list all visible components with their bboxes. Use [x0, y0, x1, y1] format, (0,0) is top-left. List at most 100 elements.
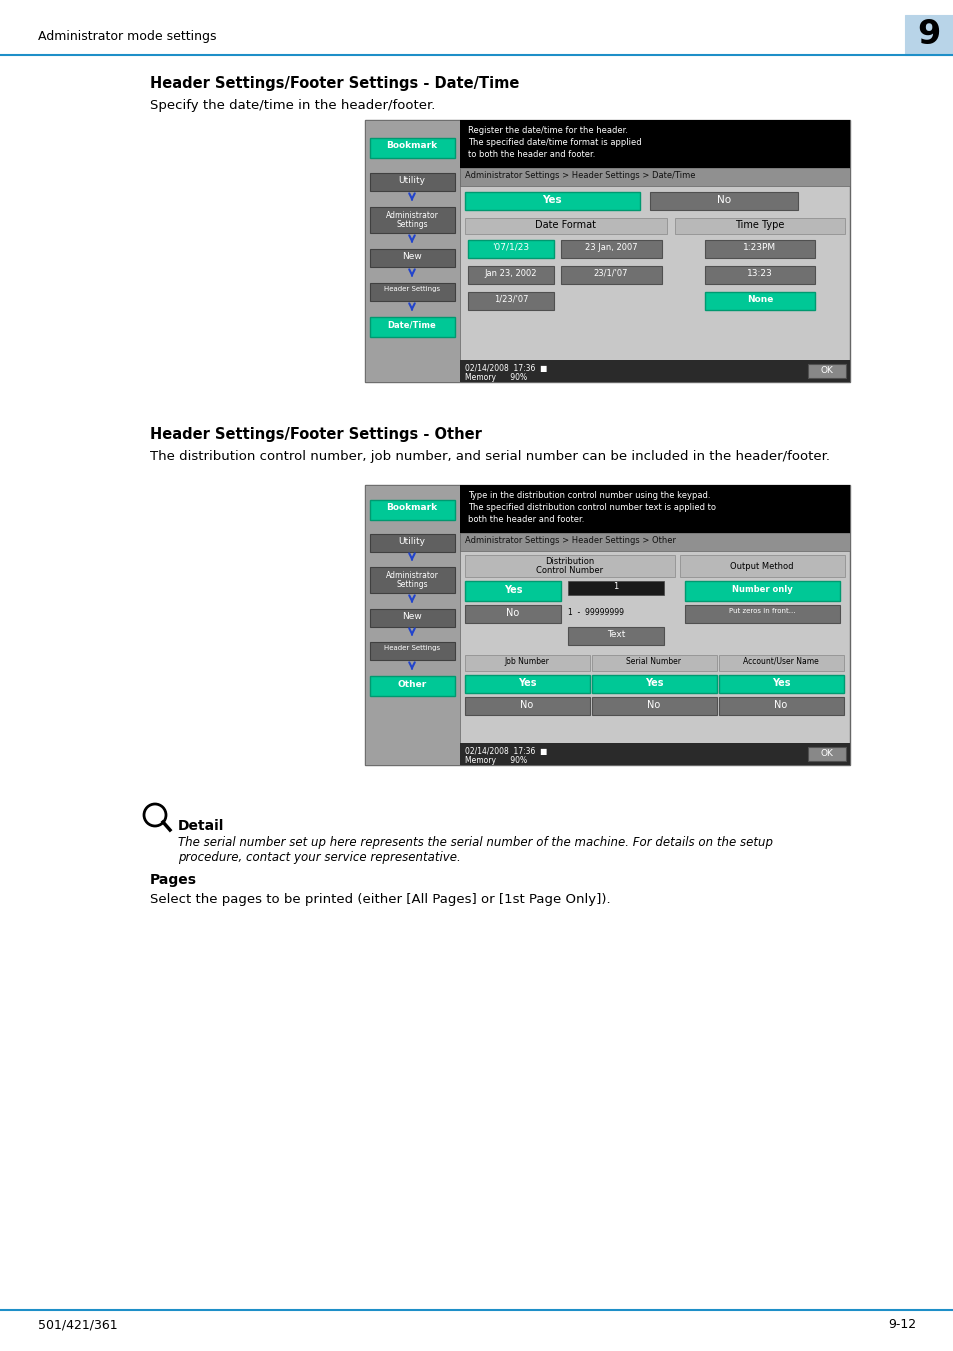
Text: The specified date/time format is applied: The specified date/time format is applie…	[468, 138, 641, 147]
Bar	[370, 567, 455, 593]
Text: Yes: Yes	[644, 678, 662, 688]
Text: Administrator: Administrator	[385, 571, 438, 580]
Bar	[592, 655, 717, 671]
Bar	[464, 581, 560, 601]
Text: procedure, contact your service representative.: procedure, contact your service represen…	[178, 851, 460, 865]
Text: 1/23/'07: 1/23/'07	[494, 295, 528, 304]
Text: Date Format: Date Format	[535, 220, 596, 230]
Text: Distribution: Distribution	[545, 557, 594, 566]
Text: Pages: Pages	[150, 873, 196, 888]
Bar	[370, 207, 455, 232]
Bar	[464, 192, 639, 209]
Bar	[807, 747, 845, 761]
Bar	[468, 292, 554, 309]
Bar	[370, 282, 455, 301]
Text: Bookmark: Bookmark	[386, 141, 437, 150]
Bar	[365, 485, 849, 765]
Text: Register the date/time for the header.: Register the date/time for the header.	[468, 126, 627, 135]
Bar	[560, 266, 661, 284]
Bar	[459, 743, 849, 765]
Text: Yes: Yes	[517, 678, 536, 688]
Bar	[459, 534, 849, 551]
Text: Settings: Settings	[395, 580, 427, 589]
Text: The serial number set up here represents the serial number of the machine. For d: The serial number set up here represents…	[178, 836, 772, 848]
Text: New: New	[402, 612, 421, 621]
Bar	[365, 120, 849, 382]
Bar	[370, 173, 455, 190]
Text: 23/1/'07: 23/1/'07	[593, 269, 628, 278]
Text: 9: 9	[917, 18, 940, 51]
Text: Put zeros in front...: Put zeros in front...	[728, 608, 795, 613]
Bar	[459, 359, 849, 382]
Text: 9-12: 9-12	[887, 1319, 915, 1331]
Text: Memory      90%: Memory 90%	[464, 757, 527, 765]
Text: Account/User Name: Account/User Name	[742, 657, 818, 666]
Text: Utility: Utility	[398, 536, 425, 546]
Bar	[684, 581, 840, 601]
Bar	[370, 534, 455, 553]
Bar	[464, 676, 589, 693]
Text: No: No	[506, 608, 519, 617]
Bar	[459, 485, 849, 534]
Text: OK: OK	[820, 748, 833, 758]
Text: Yes: Yes	[503, 585, 521, 594]
Bar	[468, 240, 554, 258]
Text: 02/14/2008  17:36  ■: 02/14/2008 17:36 ■	[464, 363, 547, 373]
Text: Date/Time: Date/Time	[387, 322, 436, 330]
Bar	[567, 581, 663, 594]
Text: Number only: Number only	[731, 585, 792, 594]
Text: 501/421/361: 501/421/361	[38, 1319, 117, 1331]
Bar	[370, 249, 455, 267]
Text: Yes: Yes	[771, 678, 789, 688]
Bar	[459, 120, 849, 168]
Text: Bookmark: Bookmark	[386, 503, 437, 512]
Text: Output Method: Output Method	[729, 562, 793, 571]
Bar	[464, 655, 589, 671]
Text: The distribution control number, job number, and serial number can be included i: The distribution control number, job num…	[150, 450, 829, 463]
Bar	[370, 500, 455, 520]
Bar	[370, 138, 455, 158]
Text: Specify the date/time in the header/footer.: Specify the date/time in the header/foot…	[150, 99, 435, 112]
Bar	[719, 697, 843, 715]
Bar	[704, 240, 814, 258]
Bar	[684, 605, 840, 623]
Text: both the header and footer.: both the header and footer.	[468, 515, 584, 524]
Bar	[567, 627, 663, 644]
Bar	[719, 676, 843, 693]
Bar	[679, 555, 844, 577]
Text: 1:23PM: 1:23PM	[742, 243, 776, 253]
Text: 23 Jan, 2007: 23 Jan, 2007	[584, 243, 637, 253]
Text: Type in the distribution control number using the keypad.: Type in the distribution control number …	[468, 490, 710, 500]
Text: No: No	[647, 700, 659, 711]
Text: Header Settings/Footer Settings - Date/Time: Header Settings/Footer Settings - Date/T…	[150, 76, 518, 91]
Bar	[464, 605, 560, 623]
Text: Control Number: Control Number	[536, 566, 603, 576]
Text: Select the pages to be printed (either [All Pages] or [1st Page Only]).: Select the pages to be printed (either […	[150, 893, 610, 907]
Bar	[719, 655, 843, 671]
Text: Administrator: Administrator	[385, 211, 438, 220]
Bar	[704, 292, 814, 309]
Text: No: No	[519, 700, 533, 711]
Bar	[464, 555, 675, 577]
Text: '07/1/23: '07/1/23	[492, 243, 529, 253]
Text: 13:23: 13:23	[746, 269, 772, 278]
Text: 1: 1	[613, 582, 618, 590]
Bar	[365, 120, 459, 382]
Text: Jan 23, 2002: Jan 23, 2002	[484, 269, 537, 278]
Bar	[464, 697, 589, 715]
Text: Header Settings: Header Settings	[383, 644, 439, 651]
Text: New: New	[402, 253, 421, 261]
Text: Detail: Detail	[178, 819, 224, 834]
Bar	[904, 15, 953, 55]
Text: Job Number: Job Number	[504, 657, 549, 666]
Text: Settings: Settings	[395, 220, 427, 230]
Text: to both the header and footer.: to both the header and footer.	[468, 150, 595, 159]
Text: Administrator Settings > Header Settings > Other: Administrator Settings > Header Settings…	[464, 536, 676, 544]
Bar	[807, 363, 845, 378]
Bar	[560, 240, 661, 258]
Bar	[370, 676, 455, 696]
Text: Yes: Yes	[541, 195, 561, 205]
Bar	[592, 676, 717, 693]
Bar	[459, 168, 849, 186]
Bar	[464, 218, 666, 234]
